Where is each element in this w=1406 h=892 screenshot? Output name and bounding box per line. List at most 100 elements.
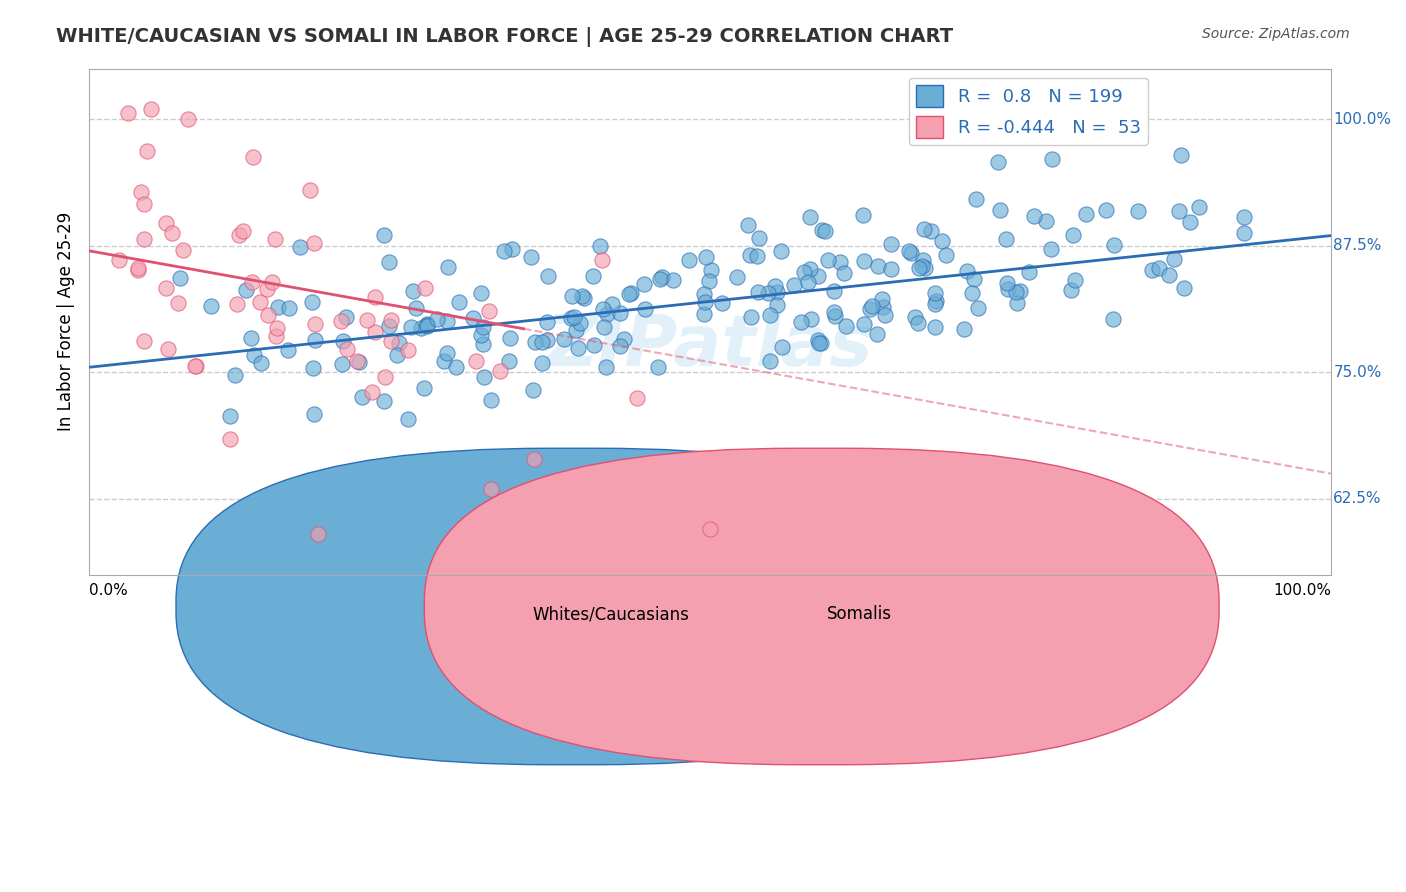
Point [737, 219, 759, 233]
Point [242, 275, 264, 289]
Point [530, 334, 553, 349]
Point [267, 300, 290, 314]
Point [257, 308, 280, 322]
Point [1060, 283, 1083, 297]
Point [290, 240, 312, 254]
Point [875, 308, 897, 322]
Point [537, 269, 560, 284]
Point [1147, 261, 1170, 276]
Point [924, 297, 946, 311]
Point [479, 392, 502, 407]
Point [860, 299, 883, 313]
Point [565, 323, 588, 337]
Point [912, 252, 935, 267]
Point [520, 250, 543, 264]
Point [960, 285, 983, 300]
Point [793, 265, 815, 279]
Text: 75.0%: 75.0% [1333, 365, 1382, 380]
Point [499, 330, 522, 344]
Point [302, 407, 325, 421]
Point [415, 318, 437, 333]
Point [413, 382, 436, 396]
Point [172, 243, 194, 257]
Text: 87.5%: 87.5% [1333, 238, 1382, 253]
Point [264, 329, 287, 343]
Point [242, 347, 264, 361]
Point [522, 383, 544, 397]
Point [807, 269, 830, 284]
Point [904, 310, 927, 325]
Text: ZIPatlas: ZIPatlas [547, 312, 873, 382]
Point [588, 238, 610, 252]
Point [620, 286, 643, 301]
Point [377, 318, 399, 333]
Point [263, 231, 285, 245]
Point [350, 390, 373, 404]
Point [997, 282, 1019, 296]
Point [783, 278, 806, 293]
Point [695, 294, 717, 309]
Point [219, 432, 242, 446]
Point [1022, 210, 1045, 224]
Point [356, 313, 378, 327]
Point [1007, 295, 1029, 310]
Point [814, 224, 837, 238]
Point [678, 253, 700, 268]
Point [536, 315, 558, 329]
Point [330, 357, 353, 371]
Point [582, 338, 605, 352]
Point [931, 234, 953, 248]
Point [988, 202, 1011, 217]
Point [260, 275, 283, 289]
Point [436, 260, 458, 275]
Point [1178, 215, 1201, 229]
Point [824, 309, 846, 323]
Point [523, 334, 546, 349]
Point [1102, 311, 1125, 326]
FancyBboxPatch shape [425, 449, 1219, 764]
Point [388, 335, 411, 350]
Point [155, 280, 177, 294]
Point [866, 326, 889, 341]
Point [250, 356, 273, 370]
Point [232, 224, 254, 238]
Point [966, 301, 988, 315]
Point [648, 272, 671, 286]
Text: 100.0%: 100.0% [1333, 112, 1392, 127]
Point [374, 370, 396, 384]
Point [697, 274, 720, 288]
Point [364, 290, 387, 304]
Point [380, 334, 402, 348]
Point [952, 322, 974, 336]
Point [1064, 273, 1087, 287]
Point [756, 286, 779, 301]
Point [1173, 280, 1195, 294]
Point [132, 197, 155, 211]
Point [169, 271, 191, 285]
Point [446, 360, 468, 375]
Point [335, 310, 357, 324]
Point [770, 340, 793, 354]
Point [470, 285, 492, 300]
Point [307, 526, 329, 541]
Point [436, 314, 458, 328]
Point [595, 359, 617, 374]
Point [380, 312, 402, 326]
Point [1233, 226, 1256, 240]
Point [226, 297, 249, 311]
Point [807, 334, 830, 348]
Point [127, 262, 149, 277]
Point [872, 292, 894, 306]
Point [1163, 252, 1185, 266]
Point [474, 369, 496, 384]
Point [481, 483, 503, 497]
Point [911, 259, 934, 273]
Point [693, 286, 716, 301]
Text: WHITE/CAUCASIAN VS SOMALI IN LABOR FORCE | AGE 25-29 CORRELATION CHART: WHITE/CAUCASIAN VS SOMALI IN LABOR FORCE… [56, 27, 953, 46]
Point [800, 312, 823, 326]
Point [200, 299, 222, 313]
Point [898, 244, 921, 258]
Point [523, 452, 546, 467]
Point [489, 364, 512, 378]
Point [832, 266, 855, 280]
